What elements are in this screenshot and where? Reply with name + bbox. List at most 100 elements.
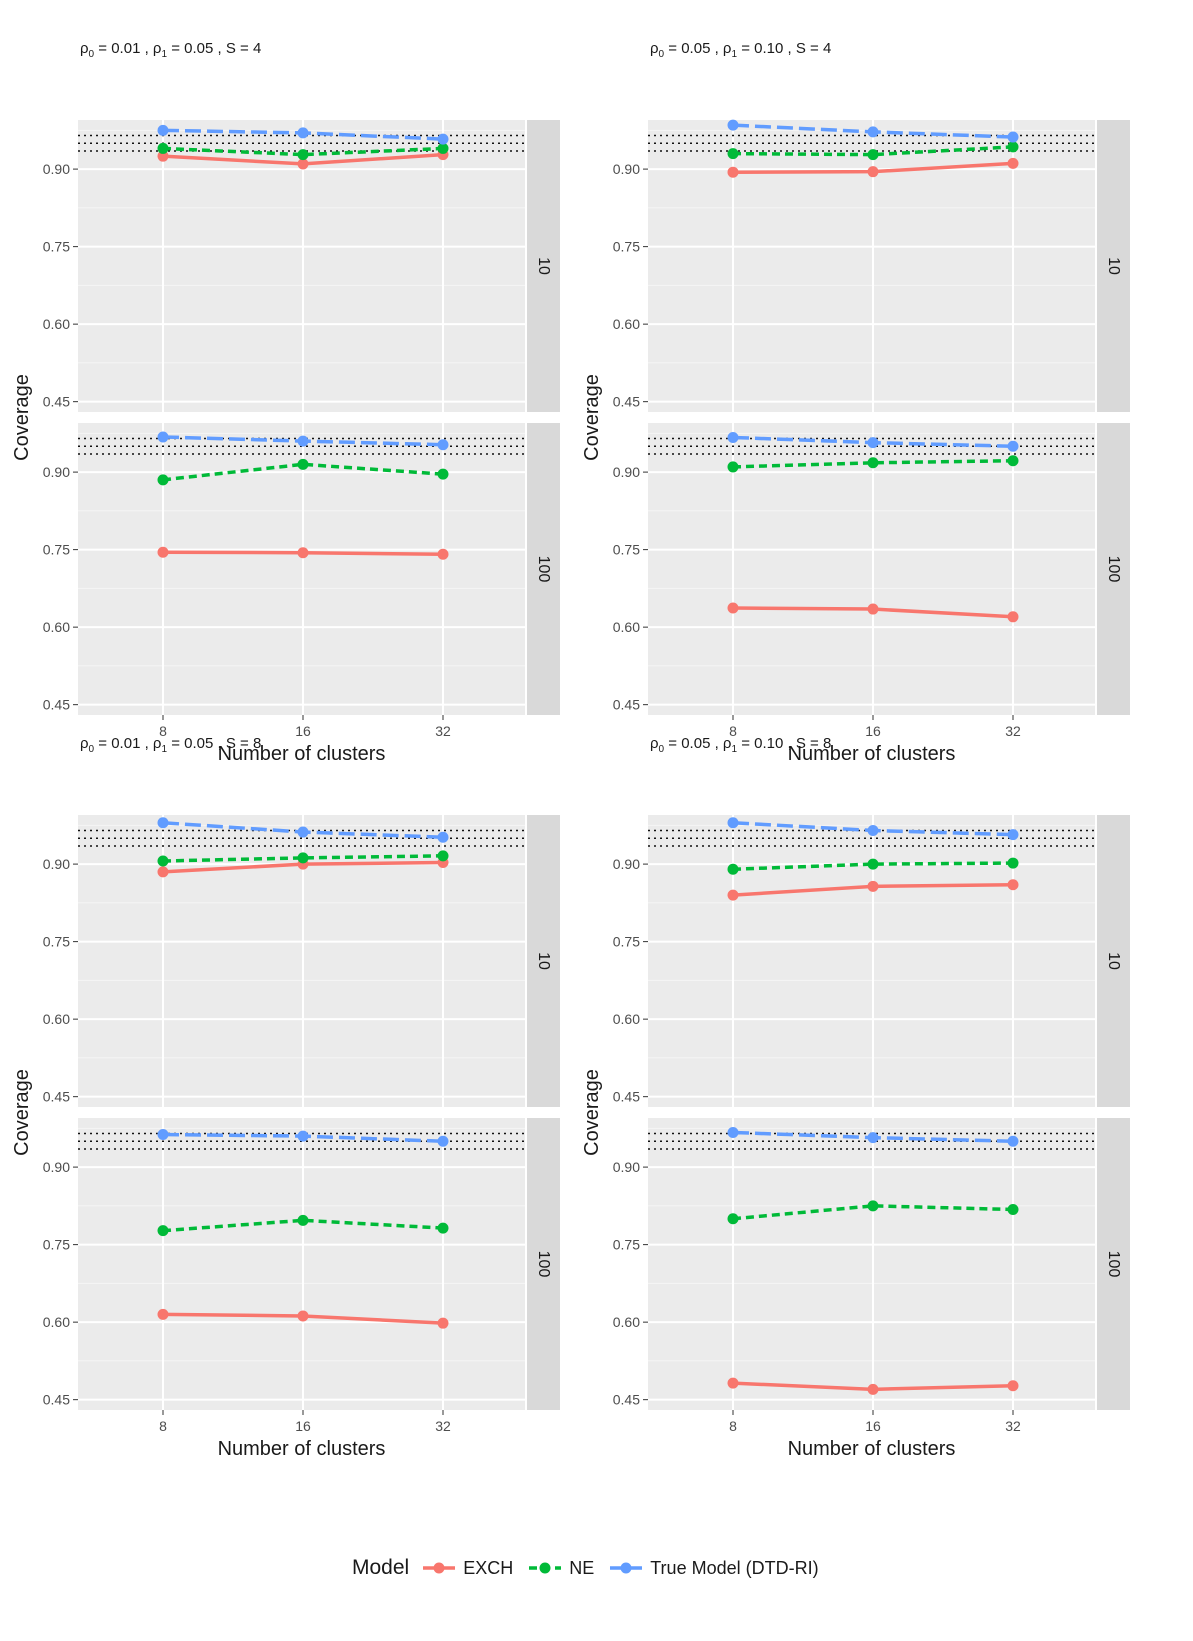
data-point-true-model-dtd-ri-16: [297, 1130, 309, 1142]
data-point-true-model-dtd-ri-32: [1007, 829, 1019, 841]
data-point-true-model-dtd-ri-32: [437, 1135, 449, 1147]
facet-strip: [527, 120, 560, 412]
y-tick-label: 0.90: [43, 464, 70, 480]
y-tick-label: 0.45: [43, 697, 70, 713]
y-tick-label: 0.60: [43, 1011, 70, 1027]
data-point-ne-8: [157, 142, 169, 154]
data-point-exch-16: [867, 880, 879, 892]
y-tick-label: 0.60: [613, 1011, 640, 1027]
y-tick-label: 0.60: [43, 316, 70, 332]
x-tick-label: 8: [729, 1418, 737, 1434]
data-point-ne-16: [297, 852, 309, 864]
data-point-true-model-dtd-ri-8: [727, 119, 739, 131]
y-tick-label: 0.90: [613, 1159, 640, 1175]
data-point-ne-16: [867, 1200, 879, 1212]
x-tick-label: 16: [865, 723, 881, 739]
series-line-ne: [732, 458, 1014, 469]
chart-svg: 0.45 0.60 0.75 0.90 10 0.45 0.60 0.75 0.90 100 8 16…: [581, 119, 1130, 765]
x-tick-label: 32: [1005, 1418, 1021, 1434]
data-point-ne-32: [1007, 1203, 1019, 1215]
facet-strip-label: 100: [1105, 1251, 1122, 1278]
legend-item-exch: EXCH: [421, 1558, 513, 1579]
data-point-exch-8: [157, 546, 169, 558]
facet-panel-10: 0.45 0.60 0.75 0.90 10: [43, 120, 560, 412]
data-point-true-model-dtd-ri-32: [437, 439, 449, 451]
data-point-ne-16: [867, 457, 879, 469]
y-tick-label: 0.75: [43, 239, 70, 255]
data-point-exch-16: [867, 1383, 879, 1395]
data-point-exch-8: [157, 1308, 169, 1320]
y-tick-label: 0.45: [43, 394, 70, 410]
facet-strip-label: 10: [535, 257, 552, 275]
y-axis-title: Coverage: [581, 374, 603, 461]
data-point-true-model-dtd-ri-8: [727, 1126, 739, 1138]
data-point-ne-8: [157, 474, 169, 486]
data-point-exch-32: [437, 548, 449, 560]
data-point-exch-32: [1007, 157, 1019, 169]
facet-panel-100: 0.45 0.60 0.75 0.90 100: [43, 423, 560, 715]
series-line-ne: [162, 1218, 444, 1233]
legend-label-ne: NE: [569, 1557, 595, 1578]
y-tick-label: 0.75: [613, 542, 640, 558]
chart-title: ρ0 = 0.01 , ρ1 = 0.05 , S = 4: [80, 40, 262, 60]
y-tick-label: 0.60: [613, 1314, 640, 1330]
chart-2: ρ0 = 0.05 , ρ1 = 0.10 , S = 4 0.45 0.60 0.7…: [570, 40, 1140, 765]
legend-title: Model: [352, 1556, 410, 1579]
x-tick-label: 32: [435, 723, 451, 739]
y-tick-label: 0.45: [43, 1392, 70, 1408]
legend-label-true-model: True Model (DTD-RI): [650, 1557, 819, 1578]
legend-key-ne: [529, 1562, 562, 1574]
data-point-ne-32: [437, 1222, 449, 1234]
series-line-ne: [732, 861, 1014, 872]
facet-strip: [527, 1118, 560, 1410]
facet-panel-10: 0.45 0.60 0.75 0.90 10: [613, 119, 1130, 412]
y-tick-label: 0.45: [43, 1089, 70, 1105]
data-point-true-model-dtd-ri-16: [867, 126, 879, 138]
data-point-true-model-dtd-ri-8: [727, 431, 739, 443]
facet-strip-label: 10: [1105, 952, 1122, 970]
y-tick-label: 0.60: [43, 619, 70, 635]
chart-title: ρ0 = 0.05 , ρ1 = 0.10 , S = 4: [650, 40, 832, 60]
x-tick-label: 8: [159, 723, 167, 739]
x-tick-label: 32: [435, 1418, 451, 1434]
y-tick-label: 0.45: [613, 394, 640, 410]
facet-strip-label: 100: [1105, 556, 1122, 583]
data-point-ne-16: [297, 458, 309, 470]
data-point-exch-8: [157, 150, 169, 162]
facet-strip: [527, 423, 560, 715]
title-rho1: 0.05: [184, 40, 214, 57]
data-point-exch-32: [1007, 611, 1019, 623]
y-tick-label: 0.75: [43, 542, 70, 558]
y-tick-label: 0.75: [613, 239, 640, 255]
legend-item-true-model: True Model (DTD-RI): [608, 1557, 819, 1579]
title-rho1: 0.10: [754, 40, 784, 57]
data-point-exch-32: [1007, 879, 1019, 891]
data-point-true-model-dtd-ri-32: [437, 133, 449, 145]
facet-strip-label: 100: [535, 1251, 552, 1278]
data-point-ne-32: [1007, 141, 1019, 153]
y-tick-label: 0.45: [613, 1089, 640, 1105]
data-point-true-model-dtd-ri-8: [157, 1129, 169, 1141]
data-point-true-model-dtd-ri-16: [297, 127, 309, 139]
data-point-exch-32: [437, 1317, 449, 1329]
data-point-exch-16: [297, 158, 309, 170]
chart-title: ρ0 = 0.05 , ρ1 = 0.10 , S = 8: [650, 735, 832, 755]
y-tick-label: 0.75: [613, 934, 640, 950]
series-line-ne: [732, 1204, 1014, 1221]
title-rho0: 0.01: [111, 40, 141, 57]
chart-3: ρ0 = 0.01 , ρ1 = 0.05 , S = 8 0.45 0.60 0.7…: [0, 735, 570, 1460]
panel-background: [648, 1118, 1095, 1410]
data-point-ne-8: [157, 1225, 169, 1237]
data-point-ne-32: [437, 142, 449, 154]
data-point-ne-8: [727, 1213, 739, 1225]
data-point-ne-16: [297, 1214, 309, 1226]
data-point-ne-8: [727, 863, 739, 875]
facet-strip-label: 10: [1105, 257, 1122, 275]
data-point-ne-8: [727, 461, 739, 473]
y-tick-label: 0.75: [613, 1237, 640, 1253]
title-rho0: 0.05: [681, 735, 711, 752]
y-axis-title: Coverage: [11, 374, 33, 461]
data-point-true-model-dtd-ri-16: [867, 825, 879, 837]
y-tick-label: 0.90: [613, 464, 640, 480]
chart-svg: 0.45 0.60 0.75 0.90 10 0.45 0.60 0.75 0.90 100 8 16…: [581, 815, 1130, 1460]
